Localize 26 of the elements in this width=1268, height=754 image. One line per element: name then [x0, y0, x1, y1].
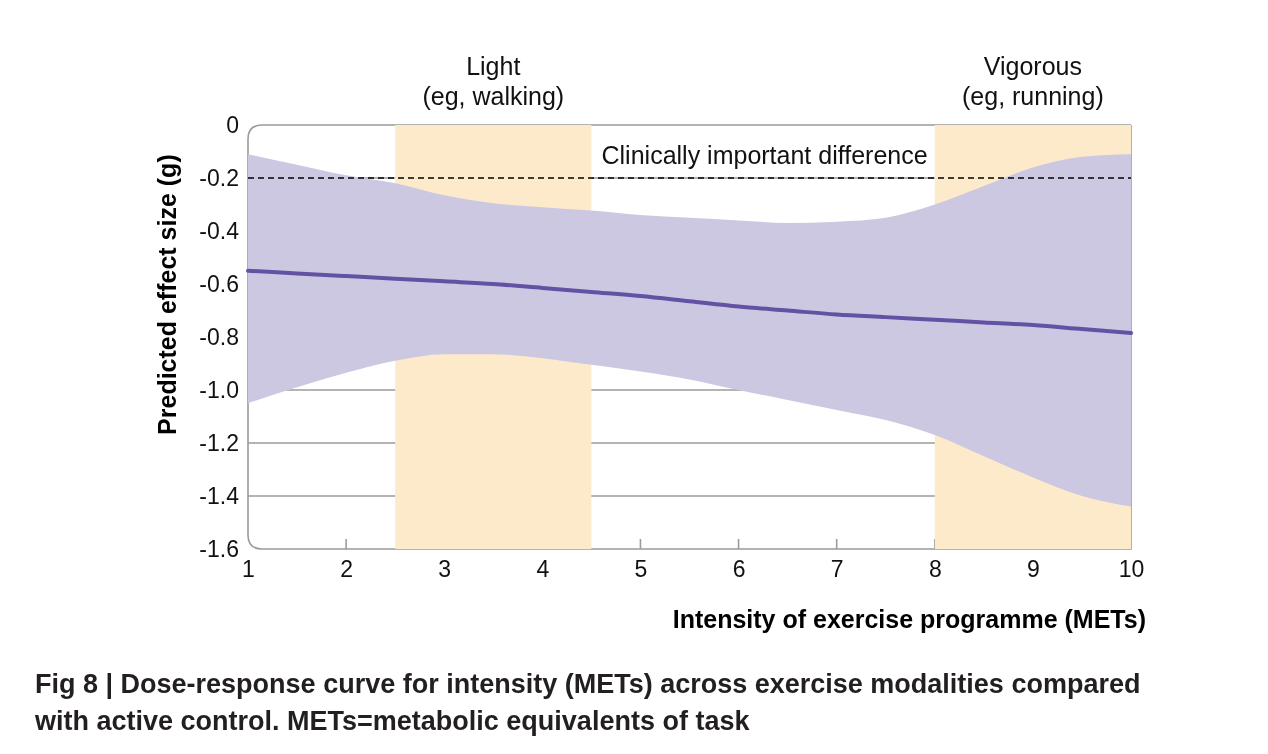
y-tick-label: -1.0: [199, 376, 239, 403]
x-tick-label: 2: [340, 556, 354, 583]
y-tick-label: -1.4: [199, 482, 240, 509]
ref-line-label: Clinically important difference: [601, 141, 928, 169]
y-tick-label: -1.2: [199, 429, 239, 456]
x-tick-label: 5: [634, 556, 648, 583]
y-axis-title: Predicted effect size (g): [153, 154, 181, 435]
text: Fig 8 | Dose-response curve for intensity (METs) across exercise modalities compared with active control. METs=metabolic equivalents of task: [34, 669, 1141, 736]
x-tick-label: 8: [928, 556, 942, 583]
x-tick-label: 3: [438, 556, 452, 583]
y-tick-label: 0: [226, 111, 239, 138]
band-label: Light (eg, walking): [422, 52, 565, 110]
x-tick-label: 6: [732, 556, 746, 583]
y-tick-label: -0.6: [199, 270, 239, 297]
x-tick-label: 7: [830, 556, 844, 583]
x-axis-title: Intensity of exercise programme (METs): [672, 605, 1146, 633]
y-tick-label: -0.2: [199, 164, 239, 191]
x-tick-label: 9: [1026, 556, 1040, 583]
x-tick-label: 10: [1118, 556, 1145, 583]
y-tick-label: -1.6: [199, 535, 239, 562]
y-tick-label: -0.8: [199, 323, 239, 350]
x-tick-label: 4: [536, 556, 550, 583]
band-label: Vigorous (eg, running): [962, 52, 1104, 110]
x-tick-label: 1: [242, 556, 255, 583]
y-tick-label: -0.4: [199, 217, 240, 244]
line-series: [246, 268, 1133, 336]
